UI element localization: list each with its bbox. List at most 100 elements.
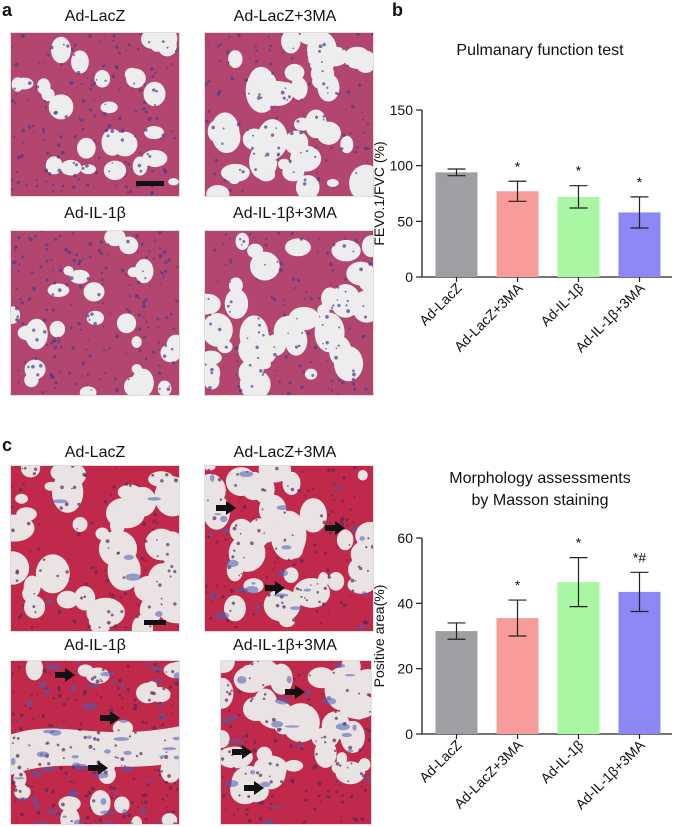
nucleus-dot (346, 90, 351, 94)
alveolus-space (64, 466, 87, 486)
nucleus-dot (313, 543, 317, 547)
alveolus-space (221, 661, 235, 674)
nucleus-dot (14, 820, 18, 823)
nucleus-dot (298, 740, 301, 744)
nucleus-dot (155, 116, 159, 120)
nucleus-dot (121, 130, 124, 134)
nucleus-dot (72, 485, 77, 490)
nucleus-dot (366, 146, 370, 151)
nucleus-dot (232, 766, 236, 770)
nucleus-dot (69, 304, 72, 307)
nucleus-dot (157, 231, 162, 235)
nucleus-dot (140, 192, 142, 194)
nucleus-dot (232, 526, 237, 531)
nucleus-dot (291, 277, 296, 282)
collagen-fiber (11, 757, 16, 766)
nucleus-dot (107, 709, 110, 712)
nucleus-dot (265, 575, 269, 579)
nucleus-dot (221, 594, 225, 599)
nucleus-dot (65, 283, 69, 287)
nucleus-dot (13, 87, 16, 90)
nucleus-dot (212, 248, 217, 252)
nucleus-dot (33, 467, 38, 471)
nucleus-dot (17, 235, 21, 240)
nucleus-dot (304, 789, 308, 793)
nucleus-dot (93, 675, 97, 679)
nucleus-dot (229, 300, 233, 304)
nucleus-dot (112, 34, 116, 38)
nucleus-dot (236, 473, 239, 476)
nucleus-dot (161, 40, 165, 44)
alveolus-space (361, 235, 373, 258)
nucleus-dot (228, 310, 231, 313)
nucleus-dot (367, 729, 371, 733)
nucleus-dot (251, 697, 254, 701)
nucleus-dot (35, 85, 40, 89)
nucleus-dot (207, 109, 211, 113)
nucleus-dot (351, 382, 356, 386)
nucleus-dot (363, 788, 368, 792)
nucleus-dot (330, 388, 334, 392)
nucleus-dot (29, 237, 34, 242)
nucleus-dot (69, 276, 74, 281)
nucleus-dot (306, 698, 310, 702)
collagen-fiber (326, 695, 331, 700)
nucleus-dot (315, 752, 318, 756)
nucleus-dot (148, 165, 151, 168)
nucleus-dot (19, 713, 24, 717)
nucleus-dot (262, 683, 265, 687)
nucleus-dot (41, 594, 44, 596)
nucleus-dot (104, 79, 107, 82)
nucleus-dot (255, 49, 258, 52)
nucleus-dot (107, 243, 110, 246)
nucleus-dot (106, 134, 110, 138)
nucleus-dot (321, 70, 324, 73)
alveolus-space (144, 125, 164, 140)
nucleus-dot (72, 781, 75, 784)
nucleus-dot (124, 185, 128, 189)
collagen-fiber (62, 815, 67, 819)
alveolus-space (11, 551, 30, 585)
nucleus-dot (252, 134, 254, 137)
nucleus-dot (232, 813, 236, 817)
nucleus-dot (325, 159, 328, 163)
nucleus-dot (118, 694, 122, 697)
nucleus-dot (136, 280, 141, 285)
nucleus-dot (134, 109, 138, 113)
nucleus-dot (346, 766, 349, 769)
nucleus-dot (360, 817, 365, 821)
nucleus-dot (353, 150, 356, 154)
nucleus-dot (140, 556, 145, 561)
nucleus-dot (323, 551, 328, 556)
alveolus-space (98, 530, 138, 568)
nucleus-dot (141, 304, 146, 309)
nucleus-dot (54, 381, 58, 385)
nucleus-dot (173, 478, 178, 483)
nucleus-dot (333, 749, 337, 753)
collagen-fiber (156, 703, 166, 706)
nucleus-dot (296, 317, 298, 320)
nucleus-dot (66, 675, 70, 679)
nucleus-dot (205, 584, 208, 589)
nucleus-dot (127, 378, 130, 381)
nucleus-dot (332, 671, 335, 674)
alveolus-space (205, 466, 216, 471)
nucleus-dot (347, 780, 350, 783)
nucleus-dot (78, 259, 82, 264)
nucleus-dot (278, 380, 281, 384)
nucleus-dot (154, 71, 157, 75)
nucleus-dot (152, 350, 156, 354)
nucleus-dot (164, 780, 169, 785)
alveolus-space (238, 359, 264, 386)
nucleus-dot (92, 799, 96, 803)
alveolus-space (157, 36, 177, 57)
collagen-fiber (221, 528, 229, 534)
nucleus-dot (240, 509, 243, 512)
nucleus-dot (160, 137, 162, 140)
nucleus-dot (217, 327, 222, 332)
nucleus-dot (101, 668, 105, 672)
nucleus-dot (297, 489, 301, 493)
nucleus-dot (140, 242, 145, 246)
collagen-fiber (145, 779, 155, 783)
nucleus-dot (176, 47, 179, 51)
